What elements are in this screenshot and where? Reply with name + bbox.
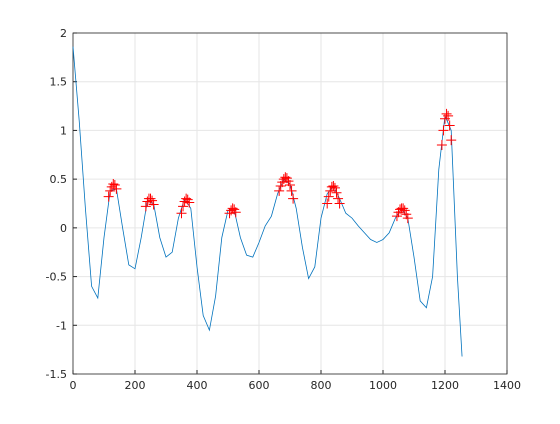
y-tick-label: 1.5 bbox=[50, 76, 68, 89]
marker bbox=[399, 205, 410, 216]
y-tick-label: -1 bbox=[56, 319, 67, 332]
marker bbox=[331, 187, 342, 198]
marker bbox=[333, 193, 344, 204]
marker bbox=[334, 198, 345, 209]
marker bbox=[105, 185, 116, 196]
marker bbox=[103, 191, 114, 202]
marker bbox=[328, 180, 339, 191]
marker bbox=[323, 191, 334, 202]
marker bbox=[446, 135, 457, 146]
marker bbox=[275, 180, 286, 191]
x-tick-label: 600 bbox=[249, 379, 270, 392]
x-tick-label: 1400 bbox=[493, 379, 521, 392]
marker bbox=[398, 203, 409, 214]
x-tick-label: 200 bbox=[125, 379, 146, 392]
y-tick-label: -1.5 bbox=[46, 368, 67, 381]
y-tick-label: -0.5 bbox=[46, 271, 67, 284]
marker bbox=[401, 209, 412, 220]
marker bbox=[184, 197, 195, 208]
x-tick-label: 1200 bbox=[431, 379, 459, 392]
marker bbox=[274, 185, 285, 196]
y-tick-label: 2 bbox=[60, 27, 67, 40]
marker bbox=[288, 193, 299, 204]
marker bbox=[391, 211, 402, 222]
marker bbox=[283, 176, 294, 187]
marker bbox=[109, 179, 120, 190]
marker bbox=[230, 207, 241, 218]
marker bbox=[444, 120, 455, 131]
marker bbox=[286, 185, 297, 196]
marker bbox=[329, 182, 340, 193]
x-tick-label: 1000 bbox=[369, 379, 397, 392]
marker bbox=[443, 110, 454, 121]
marker bbox=[140, 201, 151, 212]
marker bbox=[322, 198, 333, 209]
marker bbox=[436, 140, 447, 151]
marker bbox=[147, 195, 158, 206]
marker bbox=[148, 199, 159, 210]
marker bbox=[402, 213, 413, 224]
marker bbox=[176, 208, 187, 219]
marker bbox=[285, 179, 295, 190]
y-tick-label: 0.5 bbox=[50, 173, 68, 186]
marker bbox=[111, 183, 122, 194]
x-tick-label: 400 bbox=[187, 379, 208, 392]
marker bbox=[145, 193, 156, 204]
marker bbox=[441, 108, 452, 119]
y-tick-label: 1 bbox=[60, 124, 67, 137]
x-tick-label: 0 bbox=[70, 379, 77, 392]
y-tick-label: 0 bbox=[60, 222, 67, 235]
marker bbox=[438, 125, 449, 136]
marker bbox=[178, 201, 189, 212]
x-tick-label: 800 bbox=[311, 379, 332, 392]
plot-frame bbox=[72, 32, 508, 375]
